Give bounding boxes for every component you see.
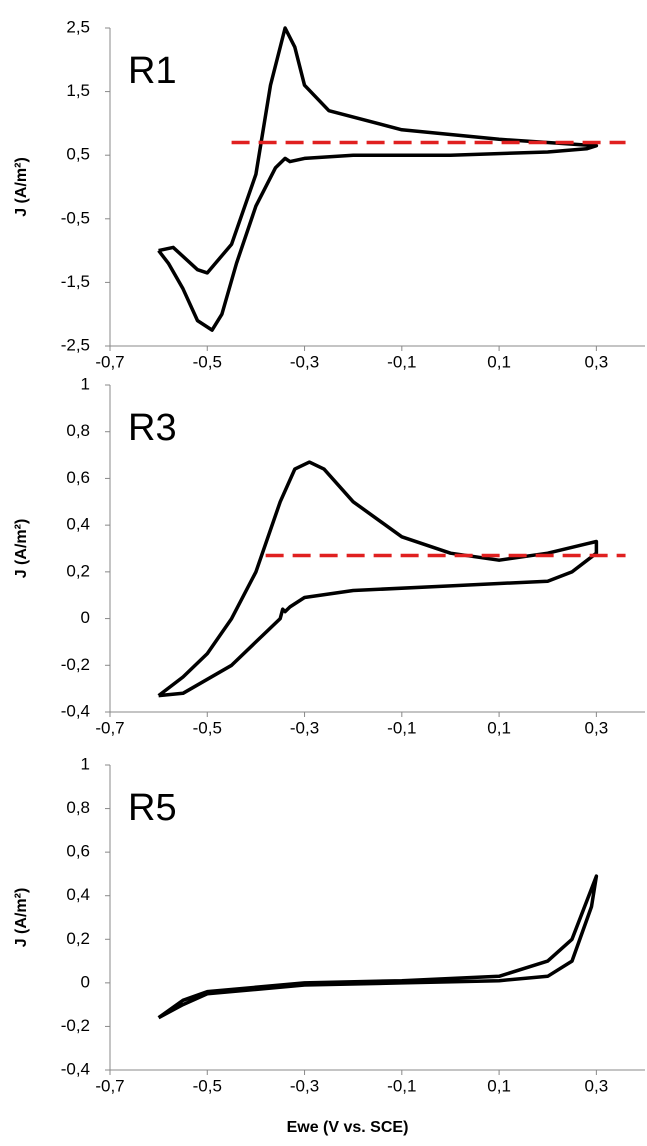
x-tick-label: 0,1 bbox=[487, 352, 511, 371]
x-tick-label: 0,3 bbox=[585, 718, 609, 737]
y-tick-label: 0,4 bbox=[66, 515, 90, 534]
x-tick-label: -0,3 bbox=[290, 718, 319, 737]
y-tick-label: -2,5 bbox=[61, 335, 90, 354]
y-tick-label: 0,4 bbox=[66, 885, 90, 904]
x-tick-label: -0,3 bbox=[290, 1076, 319, 1095]
y-axis-title: J (A/m²) bbox=[13, 888, 30, 948]
x-tick-label: -0,7 bbox=[95, 1076, 124, 1095]
x-tick-label: 0,3 bbox=[585, 352, 609, 371]
y-tick-label: -0,5 bbox=[61, 208, 90, 227]
x-tick-label: -0,1 bbox=[387, 718, 416, 737]
cv-curve bbox=[157, 26, 599, 332]
x-tick-label: -0,1 bbox=[387, 352, 416, 371]
x-tick-label: -0,5 bbox=[193, 1076, 222, 1095]
x-tick-label: 0,3 bbox=[585, 1076, 609, 1095]
panel-label: R1 bbox=[128, 50, 177, 92]
panel-label: R5 bbox=[128, 787, 177, 829]
y-tick-label: 1 bbox=[81, 754, 90, 773]
y-tick-label: 0,6 bbox=[66, 468, 90, 487]
y-tick-label: -0,2 bbox=[61, 655, 90, 674]
y-tick-label: 1 bbox=[81, 374, 90, 393]
x-tick-label: -0,1 bbox=[387, 1076, 416, 1095]
y-tick-label: 0 bbox=[81, 608, 90, 627]
y-tick-label: 0,8 bbox=[66, 798, 90, 817]
y-tick-label: 0,2 bbox=[66, 929, 90, 948]
x-axis-title: Ewe (V vs. SCE) bbox=[287, 1119, 409, 1136]
y-tick-label: 1,5 bbox=[66, 81, 90, 100]
y-tick-label: 0,2 bbox=[66, 561, 90, 580]
x-tick-label: -0,3 bbox=[290, 352, 319, 371]
x-tick-label: 0,1 bbox=[487, 1076, 511, 1095]
x-tick-label: -0,7 bbox=[95, 718, 124, 737]
y-tick-label: -0,4 bbox=[61, 1059, 90, 1078]
y-tick-label: 0,5 bbox=[66, 145, 90, 164]
y-axis-title: J (A/m²) bbox=[13, 157, 30, 217]
x-tick-label: 0,1 bbox=[487, 718, 511, 737]
y-tick-label: 0,8 bbox=[66, 421, 90, 440]
x-tick-label: -0,5 bbox=[193, 352, 222, 371]
y-tick-label: -0,2 bbox=[61, 1016, 90, 1035]
y-tick-label: -1,5 bbox=[61, 272, 90, 291]
y-tick-label: 0 bbox=[81, 972, 90, 991]
y-tick-label: -0,4 bbox=[61, 701, 90, 720]
cv-curve bbox=[157, 460, 599, 698]
y-axis-title: J (A/m²) bbox=[13, 519, 30, 579]
y-tick-label: 0,6 bbox=[66, 842, 90, 861]
cv-curve bbox=[157, 874, 599, 1020]
panel-label: R3 bbox=[128, 407, 177, 449]
x-tick-label: -0,7 bbox=[95, 352, 124, 371]
y-tick-label: 2,5 bbox=[66, 17, 90, 36]
x-tick-label: -0,5 bbox=[193, 718, 222, 737]
